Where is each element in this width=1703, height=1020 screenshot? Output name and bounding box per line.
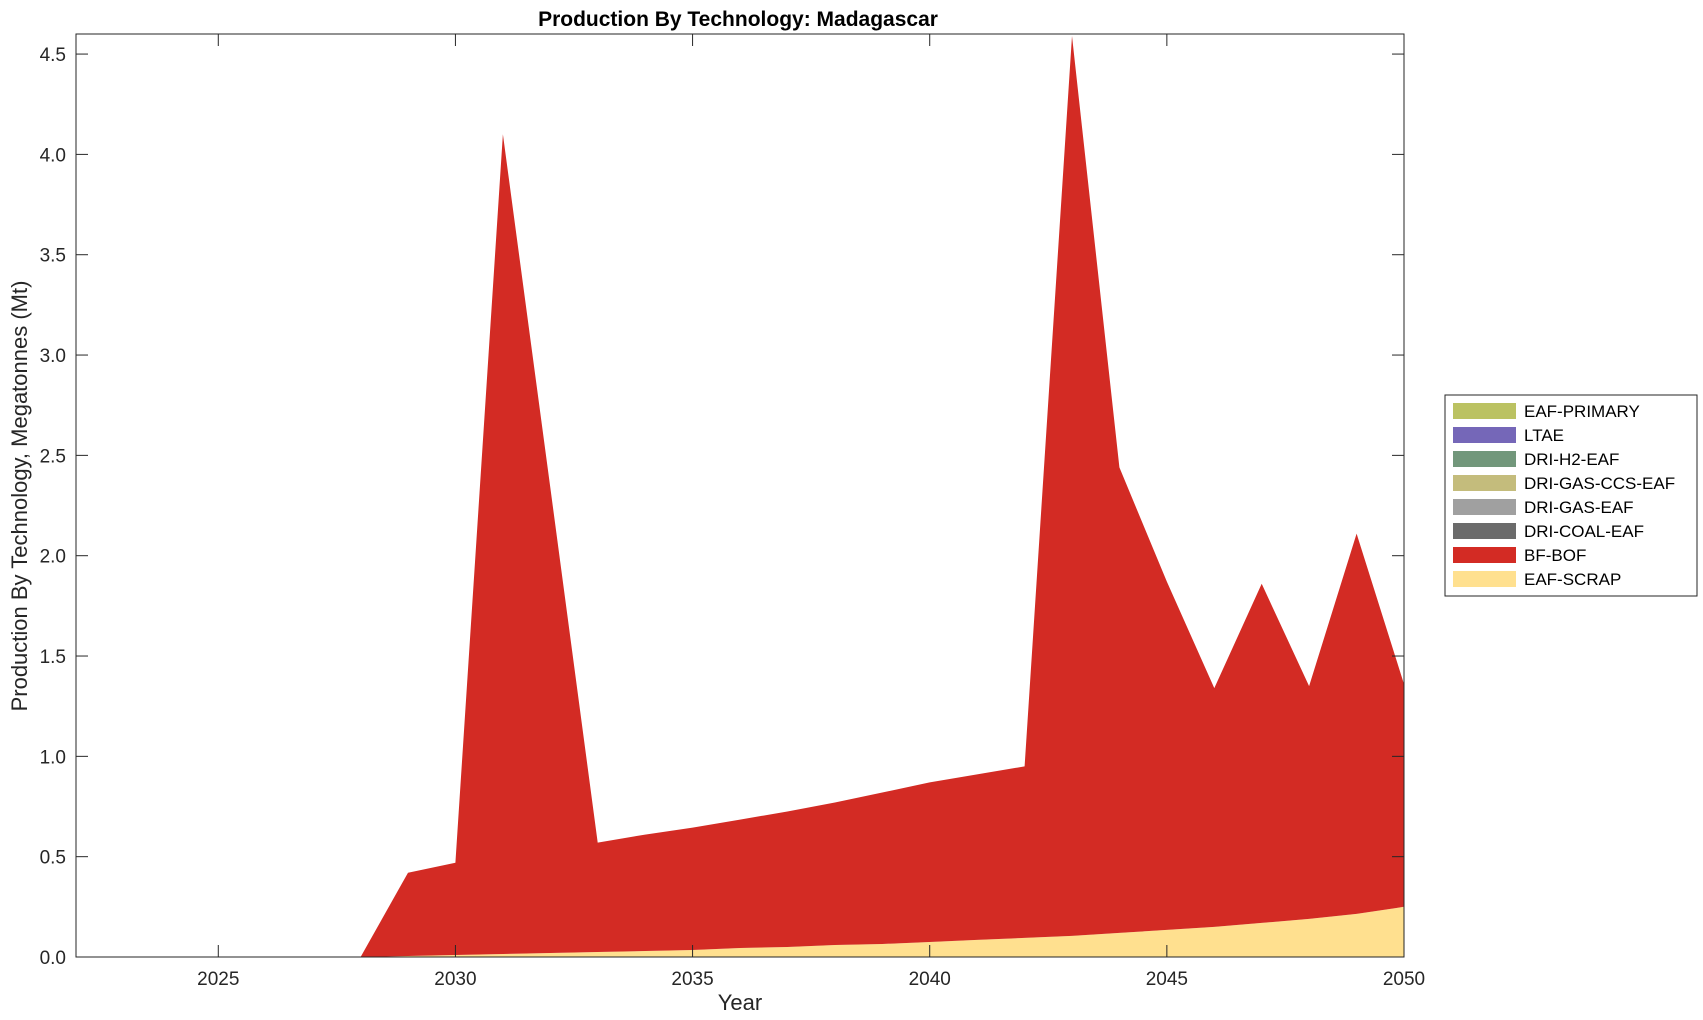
- y-tick-label: 2.0: [40, 547, 66, 568]
- legend-swatch-bf-bof: [1453, 547, 1516, 563]
- x-tick-label: 2040: [909, 969, 951, 990]
- legend-label-bf-bof: BF-BOF: [1524, 546, 1586, 565]
- chart-title: Production By Technology: Madagascar: [538, 8, 938, 31]
- legend-swatch-dri-coal-eaf: [1453, 523, 1516, 539]
- legend-swatch-ltae: [1453, 427, 1516, 443]
- y-axis-label: Production By Technology, Megatonnes (Mt…: [7, 281, 32, 712]
- legend-swatch-eaf-primary: [1453, 403, 1516, 419]
- legend-box: [1444, 394, 1698, 597]
- x-tick-label: 2045: [1146, 969, 1188, 990]
- y-tick-label: 4.0: [40, 145, 66, 166]
- y-tick-label: 2.5: [40, 446, 66, 467]
- y-axis: 0.0 0.5 1.0 1.5 2.0 2.5 3.0 3.5 4.0 4.5: [40, 45, 1404, 969]
- legend-label-eaf-scrap: EAF-SCRAP: [1524, 570, 1621, 589]
- legend-swatch-dri-gas-ccs-eaf: [1453, 475, 1516, 491]
- x-tick-label: 2030: [434, 969, 476, 990]
- legend-swatch-dri-h2-eaf: [1453, 451, 1516, 467]
- x-tick-label: 2050: [1383, 969, 1425, 990]
- y-tick-label: 3.5: [40, 246, 66, 267]
- y-tick-label: 4.5: [40, 45, 66, 66]
- legend-swatch-dri-gas-eaf: [1453, 499, 1516, 515]
- y-tick-label: 1.5: [40, 647, 66, 668]
- legend-label-eaf-primary: EAF-PRIMARY: [1524, 402, 1640, 421]
- area-bf-bof: [76, 36, 1404, 957]
- area-eaf-scrap: [76, 906, 1404, 957]
- plot-frame: [75, 33, 1405, 958]
- legend-swatch-eaf-scrap: [1453, 571, 1516, 587]
- area-layer: [76, 36, 1404, 957]
- y-tick-label: 1.0: [40, 747, 66, 768]
- legend: EAF-PRIMARY LTAE DRI-H2-EAF DRI-GAS-CCS-EAF…: [1444, 394, 1698, 597]
- y-tick-label: 0.5: [40, 848, 66, 869]
- y-tick-label: 0.0: [40, 948, 66, 969]
- legend-label-ltae: LTAE: [1524, 426, 1564, 445]
- legend-label-dri-gas-ccs-eaf: DRI-GAS-CCS-EAF: [1524, 474, 1675, 493]
- x-tick-label: 2035: [671, 969, 713, 990]
- y-tick-label: 3.0: [40, 346, 66, 367]
- legend-label-dri-gas-eaf: DRI-GAS-EAF: [1524, 498, 1634, 517]
- x-axis-label: Year: [718, 990, 762, 1015]
- x-axis: 2025 2030 2035 2040 2045 2050: [197, 34, 1425, 990]
- legend-label-dri-h2-eaf: DRI-H2-EAF: [1524, 450, 1619, 469]
- legend-label-dri-coal-eaf: DRI-COAL-EAF: [1524, 522, 1644, 541]
- x-tick-label: 2025: [197, 969, 239, 990]
